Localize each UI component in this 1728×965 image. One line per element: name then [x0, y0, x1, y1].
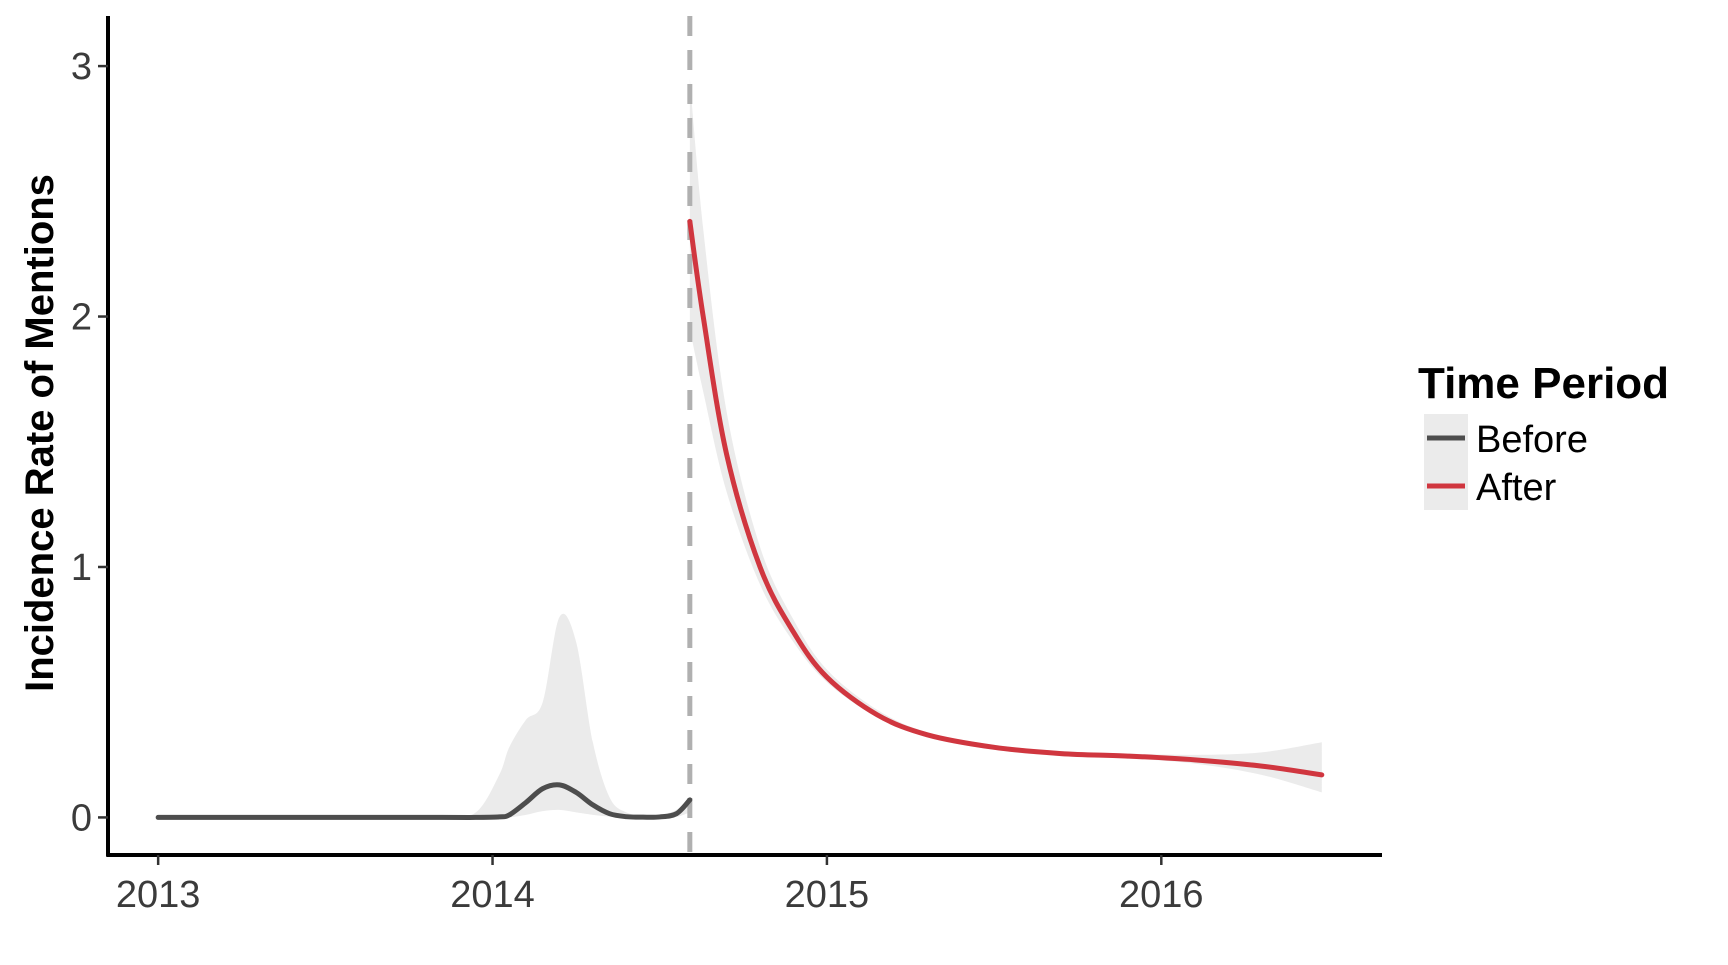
y-axis-title: Incidence Rate of Mentions: [18, 174, 62, 692]
x-tick-label: 2013: [116, 874, 201, 916]
legend-item-before: Before: [1424, 414, 1588, 462]
x-tick-label: 2016: [1119, 874, 1204, 916]
tick-labels: 0 1 2 3 2013 2014 2015 2016: [71, 46, 1204, 916]
x-tick-label: 2014: [450, 874, 535, 916]
legend-label: Before: [1476, 419, 1588, 461]
axes: [106, 16, 1382, 857]
series-line-after: [687, 218, 1325, 778]
legend-title: Time Period: [1418, 359, 1669, 408]
legend-entries: Before After: [1424, 414, 1588, 510]
ribbon-after: [689, 78, 1322, 793]
ribbon-before: [158, 613, 690, 818]
y-tick-label: 1: [71, 547, 92, 589]
legend-label: After: [1476, 467, 1557, 509]
y-tick-label: 3: [71, 46, 92, 88]
series-lines: [155, 218, 1325, 820]
x-tick-label: 2015: [785, 874, 870, 916]
legend: Time Period Before After: [1418, 359, 1669, 510]
y-tick-label: 0: [71, 797, 92, 839]
legend-item-after: After: [1424, 462, 1557, 510]
series-line-before: [155, 782, 693, 820]
confidence-ribbons: [158, 78, 1322, 818]
y-tick-label: 2: [71, 297, 92, 339]
